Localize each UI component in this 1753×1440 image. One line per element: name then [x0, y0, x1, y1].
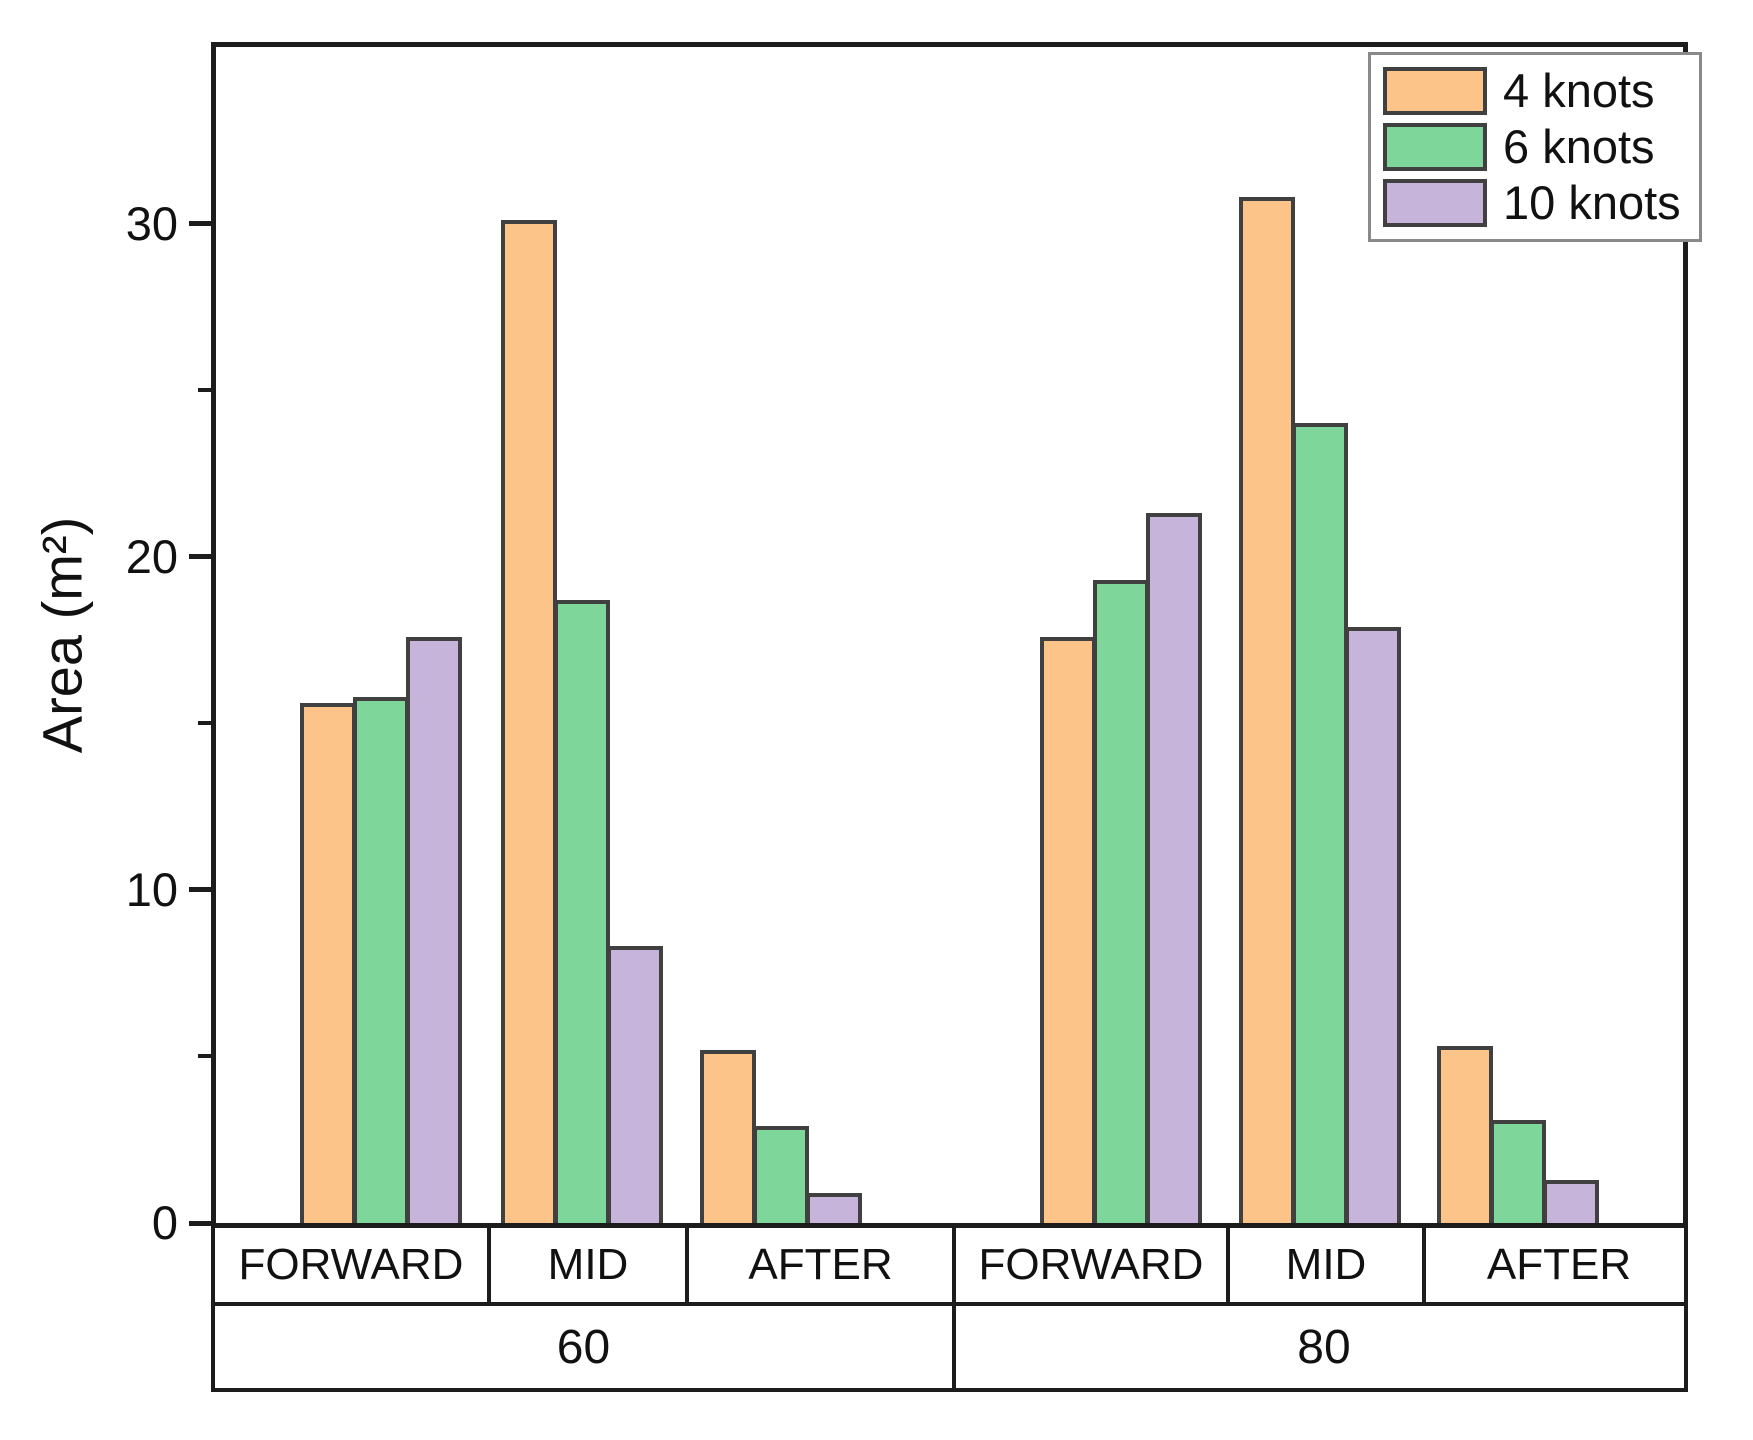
bar-80-forward-6-knots	[1093, 580, 1149, 1223]
legend-label: 6 knots	[1503, 120, 1655, 173]
bar-60-forward-10-knots	[406, 637, 462, 1223]
legend-label: 4 knots	[1503, 64, 1655, 117]
x-axis-category-row: FORWARD MID AFTER FORWARD MID AFTER	[211, 1228, 1688, 1306]
x-category-cell-60-forward: FORWARD	[238, 1240, 464, 1289]
legend-item-10-knots: 10 knots	[1383, 177, 1687, 229]
legend-label: 10 knots	[1503, 176, 1681, 229]
major-tick-y-10	[189, 887, 211, 892]
legend-item-6-knots: 6 knots	[1383, 121, 1687, 173]
y-tick-label-0: 0	[151, 1196, 178, 1249]
bar-80-after-6-knots	[1490, 1120, 1546, 1223]
bar-80-mid-6-knots	[1292, 423, 1348, 1223]
bar-60-mid-10-knots	[607, 946, 663, 1223]
major-tick-y-0	[189, 1221, 211, 1226]
bar-60-forward-6-knots	[353, 697, 409, 1223]
legend: 4 knots 6 knots 10 knots	[1368, 52, 1702, 242]
x-group-cell-80: 80	[952, 1306, 1692, 1388]
bar-60-forward-4-knots	[300, 703, 356, 1223]
legend-swatch-icon	[1383, 179, 1487, 227]
bar-80-after-4-knots	[1437, 1046, 1493, 1223]
x-group-cell-60: 60	[556, 1320, 611, 1374]
y-tick-label-10: 10	[125, 863, 178, 916]
major-tick-y-20	[189, 554, 211, 559]
bar-60-mid-6-knots	[554, 600, 610, 1223]
bar-80-mid-10-knots	[1345, 627, 1401, 1223]
x-category-cell-80-forward: FORWARD	[952, 1228, 1226, 1302]
y-tick-label-20: 20	[125, 530, 178, 583]
bar-60-after-6-knots	[753, 1126, 809, 1223]
x-axis-group-row: 60 80	[211, 1306, 1688, 1392]
x-category-cell-80-mid: MID	[1226, 1228, 1422, 1302]
bar-60-after-10-knots	[806, 1193, 862, 1223]
y-tick-label-30: 30	[125, 197, 178, 250]
bar-60-mid-4-knots	[501, 220, 557, 1223]
x-category-cell-80-after: AFTER	[1422, 1228, 1692, 1302]
bar-80-mid-4-knots	[1239, 197, 1295, 1223]
legend-swatch-icon	[1383, 67, 1487, 115]
bar-80-forward-4-knots	[1040, 637, 1096, 1223]
minor-tick-y-5	[198, 1054, 211, 1058]
y-axis-tick-labels: 0 10 20 30	[0, 47, 178, 1249]
bar-80-forward-10-knots	[1146, 513, 1202, 1223]
legend-swatch-icon	[1383, 123, 1487, 171]
x-category-cell-60-after: AFTER	[685, 1228, 952, 1302]
legend-item-4-knots: 4 knots	[1383, 65, 1687, 117]
bar-80-after-10-knots	[1543, 1180, 1599, 1223]
minor-tick-y-25	[198, 388, 211, 392]
bar-60-after-4-knots	[700, 1050, 756, 1223]
x-category-cell-60-mid: MID	[487, 1228, 685, 1302]
major-tick-y-30	[189, 221, 211, 226]
minor-tick-y-15	[198, 721, 211, 725]
